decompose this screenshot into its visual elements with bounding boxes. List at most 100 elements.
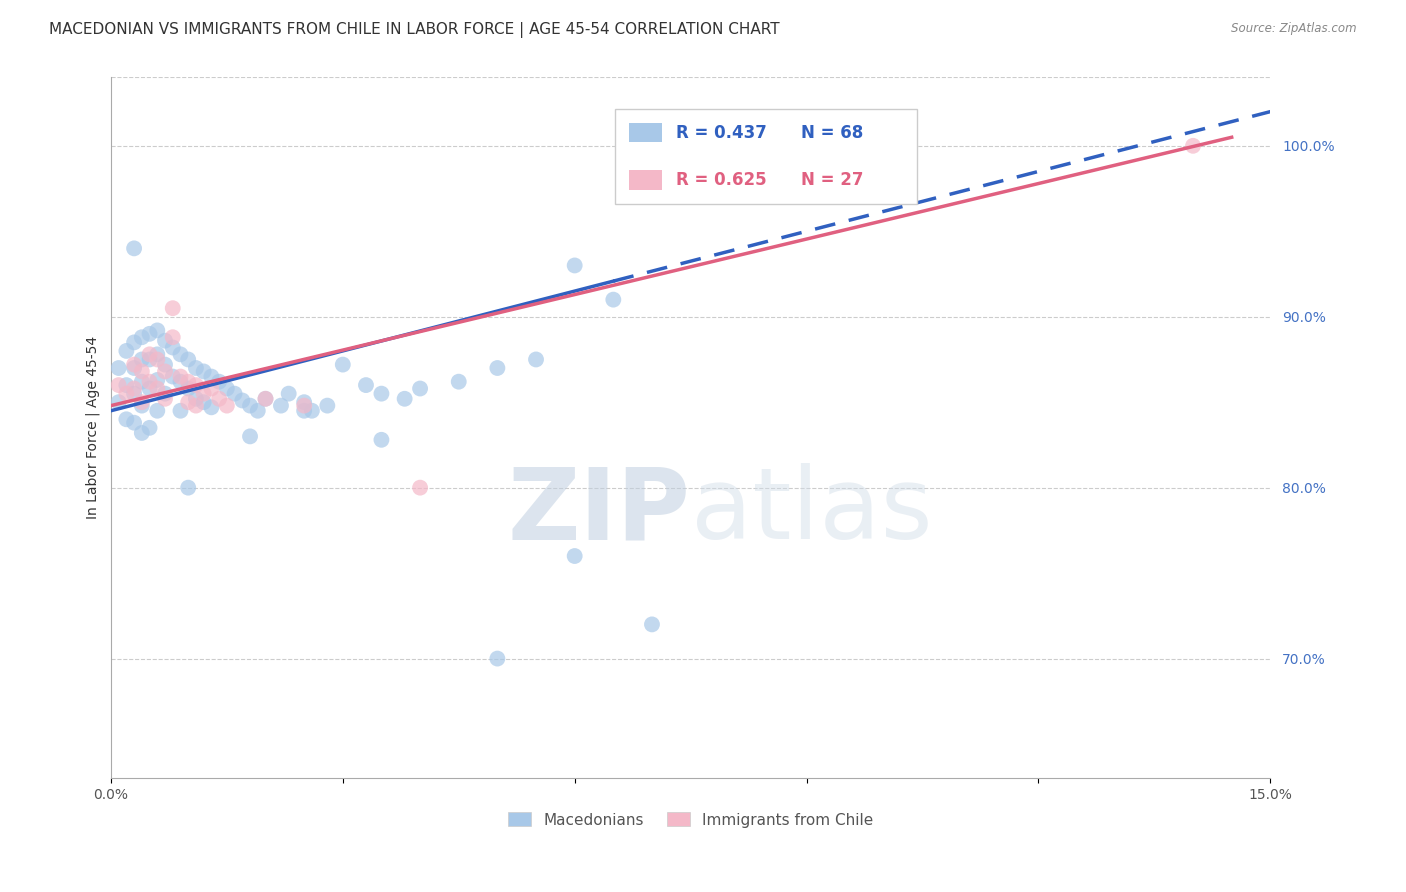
Point <box>138 382 160 396</box>
Point <box>122 416 145 430</box>
FancyBboxPatch shape <box>616 109 917 203</box>
Text: ZIP: ZIP <box>508 464 690 560</box>
FancyBboxPatch shape <box>628 170 662 190</box>
Point <box>177 352 200 367</box>
Point <box>292 399 315 413</box>
Point <box>177 382 200 396</box>
Point <box>138 326 160 341</box>
Point <box>394 392 416 406</box>
Point <box>146 323 169 337</box>
Point <box>564 549 586 563</box>
Point <box>146 347 169 361</box>
Text: R = 0.625: R = 0.625 <box>675 171 766 189</box>
Point <box>270 399 292 413</box>
Point <box>409 382 432 396</box>
Point <box>107 378 129 392</box>
Point <box>370 386 392 401</box>
Point <box>177 481 200 495</box>
Point <box>115 412 138 426</box>
Point <box>122 335 145 350</box>
Point <box>131 352 153 367</box>
Point <box>131 375 153 389</box>
Point <box>184 361 207 376</box>
Point <box>122 361 145 376</box>
Point <box>409 481 432 495</box>
Point <box>107 395 129 409</box>
FancyBboxPatch shape <box>628 123 662 143</box>
Point <box>231 393 253 408</box>
Point <box>122 382 145 396</box>
Point <box>200 382 222 396</box>
Point <box>162 301 184 315</box>
Point <box>193 386 215 401</box>
Point <box>200 401 222 415</box>
Point <box>153 392 176 406</box>
Point <box>354 378 377 392</box>
Text: N = 68: N = 68 <box>801 124 863 142</box>
Point <box>292 403 315 417</box>
Point <box>146 373 169 387</box>
Point <box>184 392 207 406</box>
Point <box>153 358 176 372</box>
Point <box>162 330 184 344</box>
Point <box>169 347 191 361</box>
Point <box>1182 138 1205 153</box>
Point <box>246 403 269 417</box>
Point <box>138 421 160 435</box>
Point <box>208 392 231 406</box>
Point <box>602 293 624 307</box>
Point <box>153 386 176 401</box>
Text: R = 0.437: R = 0.437 <box>675 124 766 142</box>
Point <box>184 378 207 392</box>
Point <box>277 386 299 401</box>
Point <box>146 382 169 396</box>
Point <box>138 352 160 367</box>
Point <box>169 369 191 384</box>
Point <box>115 343 138 358</box>
Point <box>177 375 200 389</box>
Point <box>316 399 339 413</box>
Text: Source: ZipAtlas.com: Source: ZipAtlas.com <box>1232 22 1357 36</box>
Point <box>162 369 184 384</box>
Point <box>131 395 153 409</box>
Point <box>215 382 238 396</box>
Point <box>138 347 160 361</box>
Point <box>564 259 586 273</box>
Point <box>641 617 664 632</box>
Point <box>184 399 207 413</box>
Point <box>146 352 169 367</box>
Point <box>332 358 354 372</box>
Point <box>254 392 277 406</box>
Point <box>162 341 184 355</box>
Point <box>115 378 138 392</box>
Point <box>486 361 509 376</box>
Y-axis label: In Labor Force | Age 45-54: In Labor Force | Age 45-54 <box>86 336 100 519</box>
Point <box>177 395 200 409</box>
Point <box>447 375 470 389</box>
Point <box>131 364 153 378</box>
Point <box>200 369 222 384</box>
Point <box>122 386 145 401</box>
Point <box>193 395 215 409</box>
Point <box>193 364 215 378</box>
Point <box>239 429 262 443</box>
Point <box>224 386 246 401</box>
Point <box>138 375 160 389</box>
Text: N = 27: N = 27 <box>801 171 863 189</box>
Point <box>115 386 138 401</box>
Point <box>131 399 153 413</box>
Point <box>208 375 231 389</box>
Point <box>254 392 277 406</box>
Point <box>239 399 262 413</box>
Point <box>292 395 315 409</box>
Text: atlas: atlas <box>690 464 932 560</box>
Point <box>122 358 145 372</box>
Point <box>153 334 176 348</box>
Point <box>301 403 323 417</box>
Point <box>131 330 153 344</box>
Point <box>169 403 191 417</box>
Legend: Macedonians, Immigrants from Chile: Macedonians, Immigrants from Chile <box>502 806 879 834</box>
Point <box>146 403 169 417</box>
Point <box>131 425 153 440</box>
Point <box>215 399 238 413</box>
